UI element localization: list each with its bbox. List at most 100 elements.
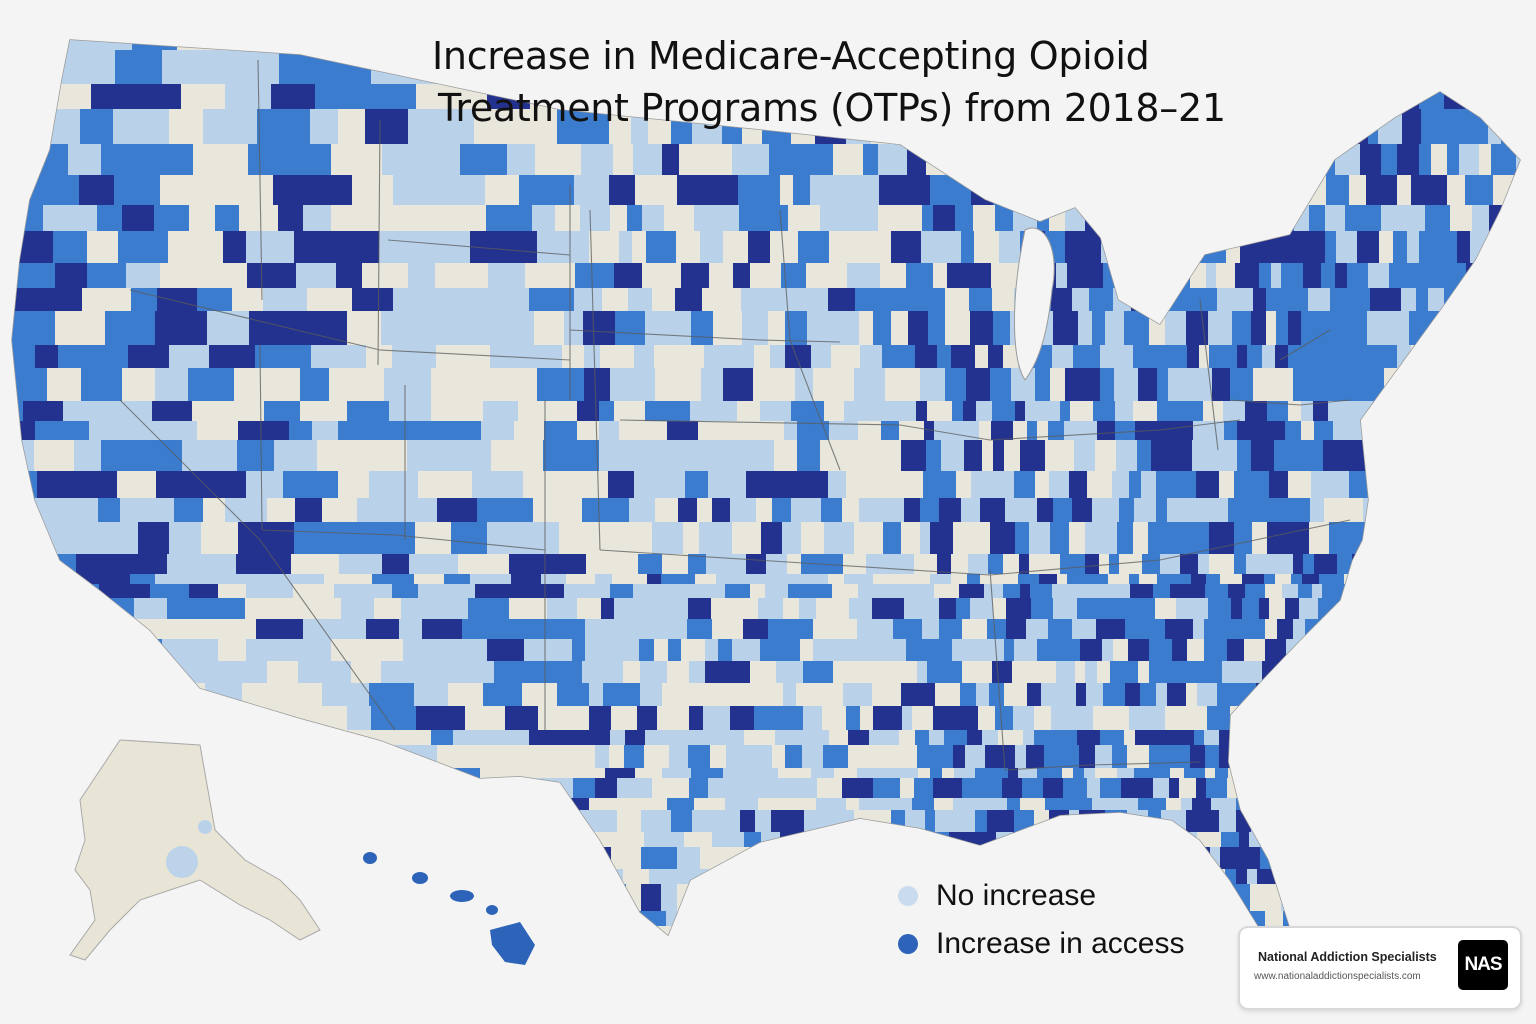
county-tile xyxy=(893,619,923,640)
county-tile xyxy=(1265,639,1287,662)
county-tile xyxy=(594,884,609,912)
county-tile xyxy=(1259,263,1272,289)
county-tile xyxy=(675,288,703,312)
county-tile xyxy=(772,952,793,969)
county-tile xyxy=(821,498,843,523)
county-tile xyxy=(577,401,600,422)
county-tile xyxy=(611,706,638,731)
county-tile xyxy=(813,368,829,402)
county-tile xyxy=(947,263,968,289)
county-tile xyxy=(522,683,558,707)
county-tile xyxy=(1271,263,1282,289)
county-tile xyxy=(1332,706,1354,731)
county-tile xyxy=(1189,706,1208,731)
county-tile xyxy=(1244,205,1265,232)
county-tile xyxy=(225,498,268,523)
county-tile xyxy=(507,144,536,176)
county-tile xyxy=(1174,263,1191,289)
county-tile xyxy=(1474,345,1498,369)
county-tile xyxy=(1450,205,1473,232)
county-tile xyxy=(753,368,776,402)
county-tile xyxy=(1340,368,1364,402)
county-tile xyxy=(1090,345,1101,369)
county-tile xyxy=(743,911,757,927)
county-tile xyxy=(688,598,712,620)
county-tile xyxy=(1160,554,1181,575)
county-tile xyxy=(708,810,741,833)
county-tile xyxy=(1069,798,1093,811)
county-tile xyxy=(637,706,658,731)
county-tile xyxy=(376,810,412,833)
county-tile xyxy=(74,730,107,746)
county-tile xyxy=(1446,661,1470,684)
county-tile xyxy=(570,745,596,769)
county-tile xyxy=(1306,884,1324,912)
county-tile xyxy=(0,952,55,969)
county-tile xyxy=(300,401,324,422)
county-tile xyxy=(715,926,741,935)
county-tile xyxy=(12,847,39,870)
county-tile xyxy=(371,706,417,731)
county-tile xyxy=(303,205,332,232)
county-tile xyxy=(430,421,482,441)
county-tile xyxy=(1265,911,1284,927)
county-tile xyxy=(1045,798,1070,811)
county-tile xyxy=(22,911,56,927)
county-tile xyxy=(698,911,721,927)
county-tile xyxy=(485,175,520,206)
county-tile xyxy=(1257,869,1283,885)
county-tile xyxy=(1222,884,1234,912)
county-tile xyxy=(1516,440,1520,472)
county-tile xyxy=(114,175,161,206)
county-tile xyxy=(615,832,645,848)
county-tile xyxy=(1165,311,1187,346)
county-tile xyxy=(526,911,580,927)
county-tile xyxy=(1505,619,1520,640)
county-tile xyxy=(155,368,189,402)
county-tile xyxy=(1262,661,1279,684)
county-tile xyxy=(652,522,684,555)
county-tile xyxy=(649,869,674,885)
county-tile xyxy=(87,231,119,264)
county-tile xyxy=(487,522,517,555)
county-tile xyxy=(479,288,530,312)
county-tile xyxy=(1453,522,1475,555)
county-tile xyxy=(1424,745,1446,769)
county-tile xyxy=(1479,144,1492,176)
county-tile xyxy=(1288,401,1302,422)
county-tile xyxy=(36,84,92,110)
county-tile xyxy=(698,584,726,599)
state-border xyxy=(989,569,1006,771)
county-tile xyxy=(1413,639,1428,662)
county-tile xyxy=(1337,661,1349,684)
county-tile xyxy=(30,745,78,769)
county-tile xyxy=(738,175,763,206)
county-tile xyxy=(1051,832,1068,848)
county-tile xyxy=(1175,231,1198,264)
county-tile xyxy=(914,778,934,799)
county-tile xyxy=(641,884,662,912)
county-tile xyxy=(286,574,325,585)
county-tile xyxy=(1438,847,1452,870)
state-border xyxy=(779,209,841,471)
county-tile xyxy=(1086,368,1101,402)
county-tile xyxy=(1148,810,1162,833)
county-tile xyxy=(1394,730,1418,746)
county-tile xyxy=(1398,498,1417,523)
county-tile xyxy=(58,345,99,369)
county-tile xyxy=(1472,832,1495,848)
county-tile xyxy=(1064,421,1076,441)
county-tile xyxy=(1446,869,1462,885)
county-tile xyxy=(35,421,58,441)
county-tile xyxy=(1334,471,1350,499)
county-tile xyxy=(930,522,954,555)
county-tile xyxy=(1169,574,1192,585)
county-tile xyxy=(350,231,380,264)
county-tile xyxy=(614,401,632,422)
county-tile xyxy=(1319,574,1345,585)
county-tile xyxy=(516,522,560,555)
county-tile xyxy=(43,598,85,620)
county-tile xyxy=(1326,109,1344,145)
county-tile xyxy=(1037,768,1063,779)
county-tile xyxy=(583,311,616,346)
